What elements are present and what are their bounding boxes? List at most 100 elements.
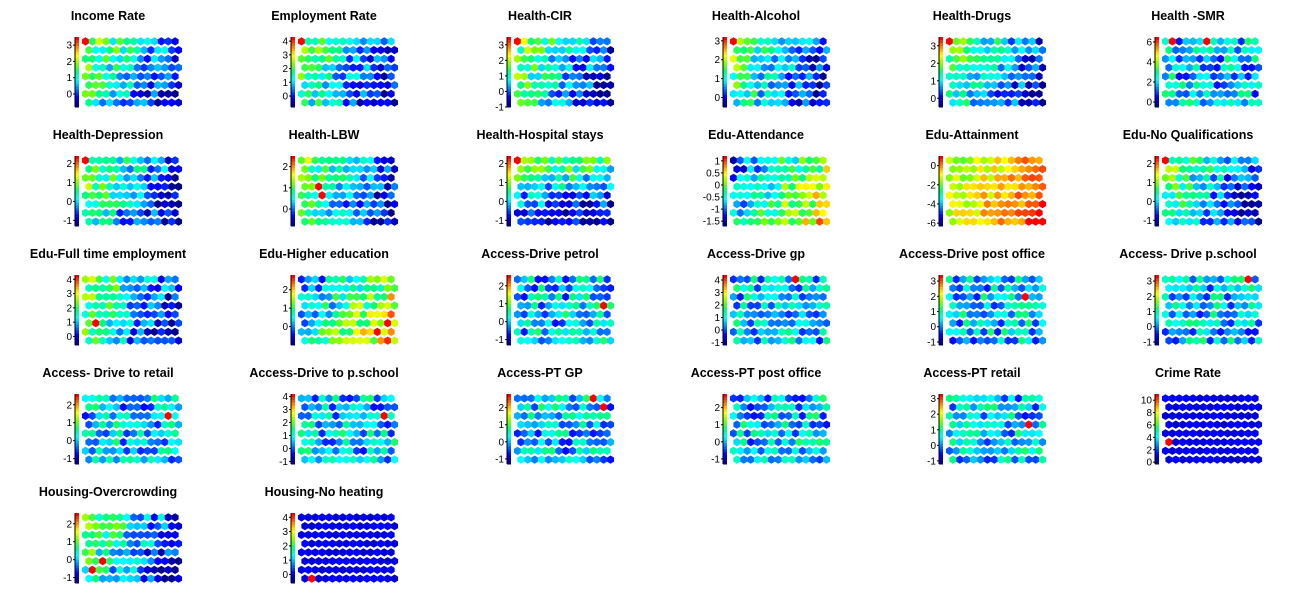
- hex-cell: [729, 275, 737, 284]
- hex-cell: [318, 548, 326, 557]
- colorbar-segment: [75, 434, 79, 439]
- hex-cell: [1251, 72, 1259, 81]
- hex-cell: [760, 420, 768, 429]
- hex-cell: [959, 54, 967, 63]
- hex-cell: [92, 46, 100, 55]
- hex-cell: [970, 455, 978, 464]
- hex-cell: [520, 310, 528, 319]
- hex-cell: [1179, 46, 1187, 55]
- hex-cell: [150, 429, 158, 438]
- hex-cell: [360, 565, 368, 574]
- hex-cell: [116, 275, 124, 284]
- hex-cell: [816, 319, 824, 328]
- hex-cell: [157, 72, 165, 81]
- hex-cell: [586, 301, 594, 310]
- hex-cell: [963, 81, 971, 90]
- hex-cell: [558, 182, 566, 191]
- hex-cell: [785, 156, 793, 165]
- hex-cell: [137, 275, 145, 284]
- hex-cell: [123, 54, 131, 63]
- hex-cell: [1210, 72, 1218, 81]
- tick-label: 2: [282, 418, 288, 429]
- hex-cell: [1179, 438, 1187, 447]
- hex-cell: [945, 173, 953, 182]
- hex-cell: [339, 275, 347, 284]
- hex-cell: [106, 574, 114, 583]
- hex-cell: [325, 548, 333, 557]
- hex-cell: [1014, 411, 1022, 420]
- colorbar-segment: [1155, 208, 1159, 212]
- hex-cell: [795, 420, 803, 429]
- colorbar-segment: [507, 202, 511, 207]
- som-heatmap: 210-1: [711, 394, 831, 465]
- hex-cell: [85, 336, 93, 345]
- colorbar-segment: [1155, 42, 1159, 47]
- hex-cell: [527, 394, 535, 403]
- hex-cell: [1168, 411, 1176, 420]
- hex-cell: [531, 81, 539, 90]
- tick-label: -1: [63, 216, 72, 227]
- som-heatmap: 210-1: [63, 513, 183, 584]
- hex-cell: [325, 292, 333, 301]
- hex-cell: [1028, 411, 1036, 420]
- hex-cell: [812, 173, 820, 182]
- chart-panel: Health-Hospital stays 2 1 0 -1: [432, 119, 648, 238]
- tick-label: 3: [1146, 277, 1152, 288]
- hex-cell: [88, 156, 96, 165]
- hex-cell: [589, 411, 597, 420]
- hex-cell: [126, 217, 134, 226]
- hex-cell: [963, 98, 971, 107]
- colorbar-segment: [507, 45, 511, 50]
- hex-cell: [175, 557, 183, 566]
- hex-cell: [384, 165, 392, 174]
- hex-cell: [562, 429, 570, 438]
- colorbar-segment: [939, 214, 943, 218]
- hex-cell: [754, 336, 762, 345]
- chart-panel: Housing-No heating 4 3 2 1 0: [216, 476, 432, 595]
- hex-cell: [171, 513, 179, 522]
- hex-cell: [785, 173, 793, 182]
- hex-cell: [983, 98, 991, 107]
- hex-cell: [112, 455, 120, 464]
- hex-cell: [548, 394, 556, 403]
- hex-cell: [1008, 72, 1016, 81]
- hex-cell: [576, 173, 584, 182]
- hex-cell: [1217, 208, 1225, 217]
- hex-cell: [363, 455, 371, 464]
- hex-cell: [603, 89, 611, 98]
- hex-cell: [157, 327, 165, 336]
- colorbar-segment: [1155, 310, 1159, 314]
- colorbar-segment: [507, 196, 511, 201]
- hex-cell: [586, 81, 594, 90]
- colorbar-segment: [939, 170, 943, 174]
- hex-cell: [1251, 54, 1259, 63]
- colorbar-segment: [723, 156, 727, 160]
- colorbar-segment: [291, 339, 295, 343]
- hex-cell: [370, 200, 378, 209]
- colorbar-segment: [723, 48, 727, 53]
- hex-cell: [733, 200, 741, 209]
- hex-cell: [983, 200, 991, 209]
- hex-cell: [980, 208, 988, 217]
- hex-cell: [175, 403, 183, 412]
- hex-cell: [792, 327, 800, 336]
- hex-cell: [1230, 89, 1238, 98]
- hex-cell: [157, 208, 165, 217]
- hex-cell: [1025, 63, 1033, 72]
- hex-cell: [349, 284, 357, 293]
- tick-label: 1: [1146, 307, 1152, 318]
- hex-cell: [304, 173, 312, 182]
- hex-cell: [579, 455, 587, 464]
- hex-cell: [92, 81, 100, 90]
- tick-label: 1: [66, 537, 72, 548]
- hex-cell: [147, 403, 155, 412]
- hex-cell: [788, 200, 796, 209]
- hex-cell: [81, 191, 89, 200]
- hex-cell: [534, 429, 542, 438]
- hex-cell: [380, 173, 388, 182]
- hex-cell: [788, 301, 796, 310]
- hex-cell: [1032, 319, 1040, 328]
- chart-title: Employment Rate: [271, 9, 377, 23]
